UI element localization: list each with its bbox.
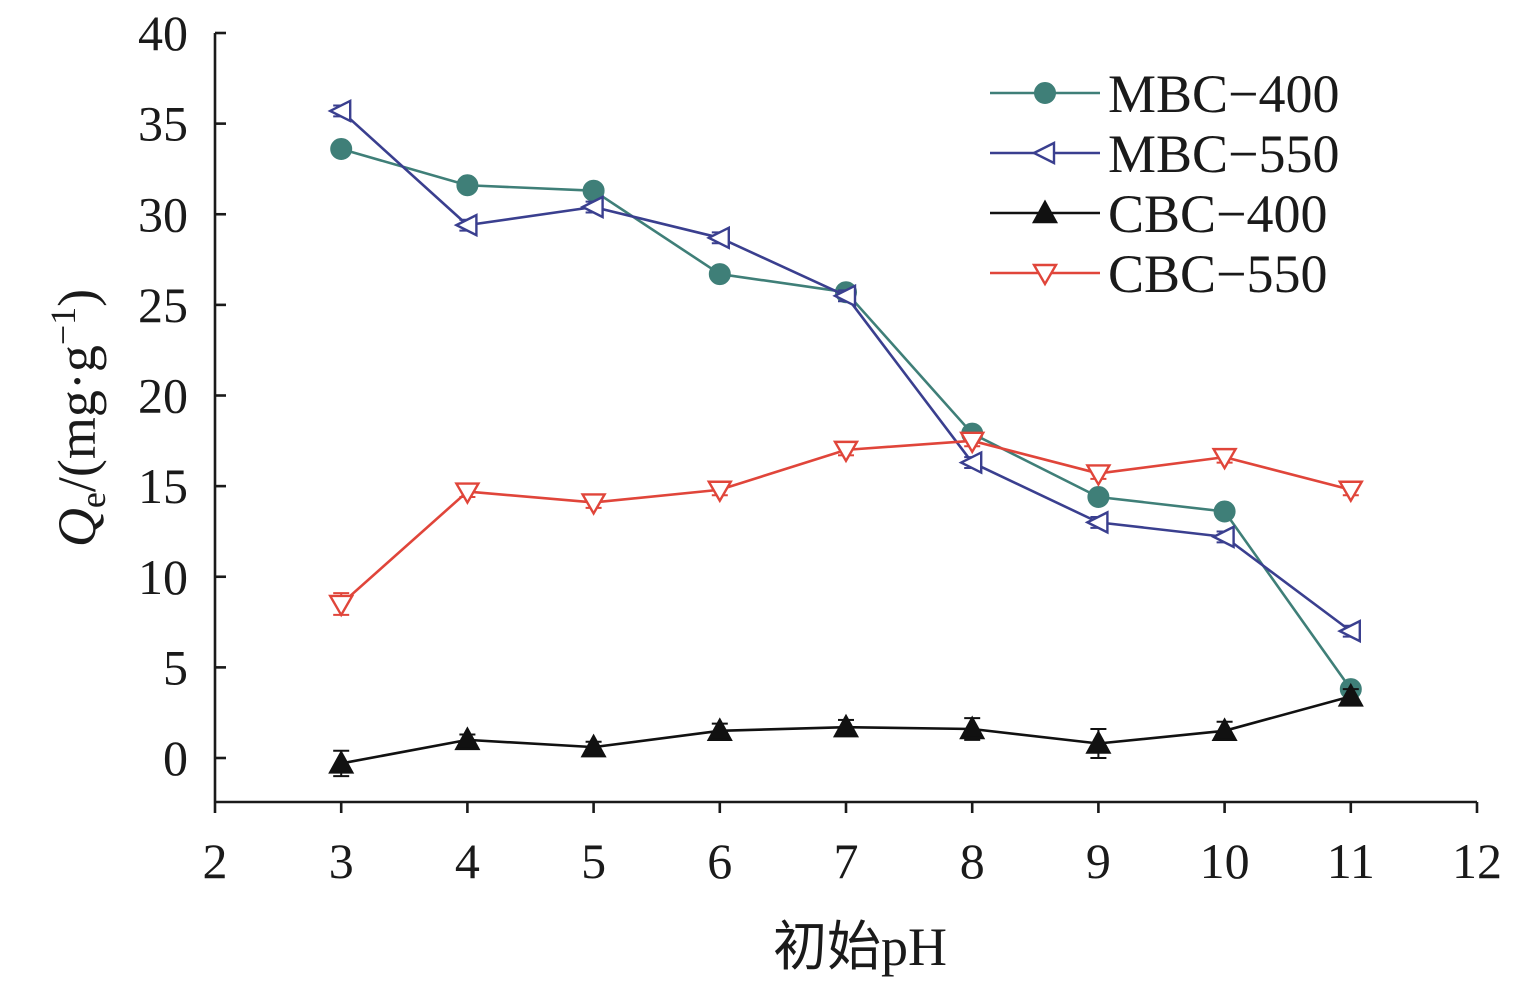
y-axis-title-subscript: e <box>73 492 113 508</box>
data-point <box>580 493 607 516</box>
legend-item: MBC−550 <box>990 124 1340 184</box>
data-point <box>959 431 986 455</box>
data-point <box>706 225 730 250</box>
x-axis-title: 初始pH <box>773 917 947 977</box>
data-point <box>832 440 860 464</box>
series-line <box>340 439 1352 605</box>
data-point <box>708 263 731 286</box>
data-point <box>1085 464 1112 487</box>
data-point <box>454 482 481 505</box>
data-point <box>1213 500 1236 523</box>
x-tick-label: 6 <box>707 833 732 889</box>
data-point <box>832 283 857 308</box>
series-CBC−400 <box>328 682 1364 778</box>
x-tick-label: 11 <box>1327 833 1375 889</box>
data-point <box>959 715 986 740</box>
axes: 2 3 4 5 6 7 8 9 10 11 12 0 5 10 15 20 25 30 35 40 <box>138 5 1502 889</box>
x-tick-label: 2 <box>203 833 228 889</box>
data-point <box>1087 486 1110 508</box>
data-point <box>1337 682 1364 707</box>
data-point <box>327 98 352 123</box>
data-point <box>1337 619 1362 644</box>
y-axis-title-unit-exponent: −1 <box>43 307 83 345</box>
x-tick-label: 7 <box>834 833 859 889</box>
data-point <box>579 195 604 219</box>
x-tick-label: 10 <box>1200 833 1250 889</box>
data-point <box>958 450 983 475</box>
data-point <box>454 726 481 751</box>
data-point <box>328 594 355 618</box>
data-point <box>832 713 860 738</box>
legend-item: CBC−550 <box>990 244 1328 304</box>
y-axis-title-symbol: Q <box>47 508 107 547</box>
data-point <box>328 749 355 774</box>
y-axis-title: Qe/(mg·g−1) <box>43 289 113 547</box>
legend-item: MBC−400 <box>990 64 1340 124</box>
x-tick-label: 3 <box>329 833 354 889</box>
data-point <box>453 213 478 238</box>
plot-area <box>327 98 1364 778</box>
y-ticks: 0 5 10 15 20 25 30 35 40 <box>138 5 226 786</box>
legend-marker <box>1031 141 1056 165</box>
data-point <box>1210 524 1235 549</box>
y-axis-title-unit: /(mg·g <box>47 345 107 492</box>
y-tick-label: 35 <box>138 96 188 152</box>
legend-marker <box>1031 263 1059 287</box>
x-ticks: 2 3 4 5 6 7 8 9 10 11 12 <box>203 802 1502 889</box>
y-tick-label: 10 <box>138 549 188 605</box>
y-tick-label: 20 <box>138 368 188 424</box>
x-tick-label: 12 <box>1452 833 1502 889</box>
legend-marker <box>1031 199 1059 224</box>
data-point <box>1337 480 1364 504</box>
data-point <box>1085 730 1112 754</box>
data-point <box>456 174 479 197</box>
y-tick-label: 40 <box>138 5 188 61</box>
data-point <box>706 717 733 742</box>
series-MBC−550 <box>327 98 1362 644</box>
legend-marker <box>1034 82 1056 104</box>
legend-item: CBC−400 <box>990 184 1328 244</box>
y-tick-label: 0 <box>163 730 188 786</box>
legend-label: CBC−400 <box>1108 184 1328 244</box>
x-tick-label: 8 <box>960 833 985 889</box>
x-tick-label: 4 <box>455 833 480 889</box>
legend-label: MBC−400 <box>1108 64 1340 124</box>
legend-label: MBC−550 <box>1108 124 1340 184</box>
y-tick-label: 30 <box>138 186 188 242</box>
data-point <box>580 733 607 758</box>
y-tick-label: 5 <box>163 639 188 695</box>
y-axis-title-unit-close: ) <box>47 289 107 307</box>
legend-label: CBC−550 <box>1108 244 1328 304</box>
data-point <box>706 480 733 504</box>
y-tick-label: 25 <box>138 277 188 333</box>
data-point <box>1211 447 1238 471</box>
y-tick-label: 15 <box>138 458 188 514</box>
data-point <box>1084 510 1109 535</box>
series-CBC−550 <box>328 431 1364 618</box>
data-point <box>330 138 353 160</box>
data-point <box>1211 717 1238 742</box>
x-tick-label: 9 <box>1086 833 1111 889</box>
x-tick-label: 5 <box>581 833 606 889</box>
